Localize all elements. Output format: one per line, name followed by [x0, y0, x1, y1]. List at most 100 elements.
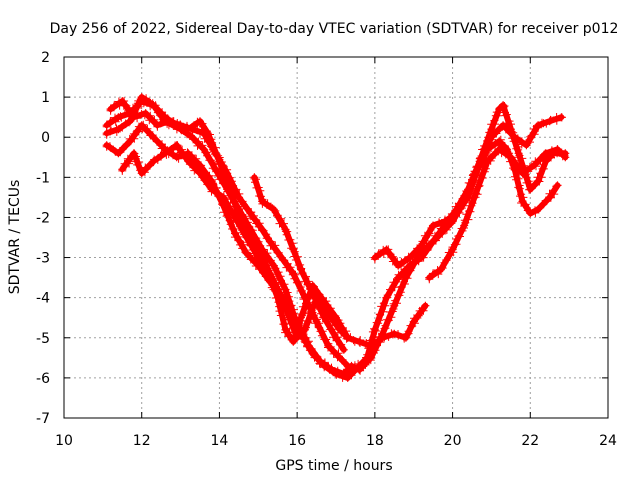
x-tick-label: 24	[599, 433, 617, 449]
data-marker	[198, 144, 207, 153]
data-point	[129, 113, 138, 122]
data-point	[164, 117, 173, 126]
series-markers-track-7	[370, 113, 566, 271]
data-marker	[379, 307, 388, 316]
data-point	[394, 273, 403, 282]
data-point	[534, 177, 543, 186]
data-point	[421, 301, 430, 310]
data-marker	[400, 334, 409, 343]
data-point	[425, 273, 434, 282]
data-marker	[274, 268, 283, 277]
data-marker	[371, 346, 380, 355]
data-marker	[162, 116, 171, 125]
data-marker	[245, 226, 254, 235]
data-marker	[227, 177, 236, 186]
y-tick-label: -3	[36, 251, 50, 267]
data-marker	[241, 248, 250, 257]
data-marker	[537, 173, 546, 182]
data-marker	[370, 324, 379, 333]
data-marker	[298, 269, 307, 278]
data-point	[137, 93, 146, 102]
data-marker	[228, 225, 237, 233]
data-marker	[246, 255, 255, 264]
data-point	[199, 129, 208, 138]
data-marker	[243, 218, 252, 227]
data-point	[246, 209, 255, 218]
data-point	[499, 101, 508, 110]
data-marker	[222, 199, 231, 208]
data-point	[343, 361, 352, 370]
data-marker	[235, 236, 244, 245]
series-trace-track-5	[107, 98, 351, 369]
data-marker	[251, 245, 260, 254]
data-marker	[386, 285, 394, 294]
data-point	[196, 117, 204, 126]
data-marker	[234, 232, 243, 241]
data-point	[339, 345, 348, 354]
data-marker	[303, 280, 312, 289]
data-point	[370, 325, 379, 334]
data-point	[436, 265, 445, 274]
data-point	[281, 225, 290, 234]
data-marker	[543, 150, 552, 159]
data-marker	[222, 212, 231, 221]
data-marker	[133, 160, 142, 169]
data-marker	[203, 151, 212, 160]
data-marker	[429, 269, 437, 278]
data-marker	[552, 182, 561, 191]
data-marker	[292, 325, 301, 334]
data-marker	[318, 327, 327, 336]
data-marker	[530, 181, 539, 189]
data-marker	[396, 288, 405, 297]
data-marker	[205, 171, 214, 180]
data-marker	[142, 96, 151, 105]
data-marker	[203, 180, 212, 189]
data-point	[534, 205, 543, 214]
data-point	[495, 145, 504, 154]
data-marker	[275, 307, 284, 316]
data-point	[530, 161, 539, 170]
data-marker	[434, 270, 443, 279]
data-marker	[337, 340, 346, 349]
data-marker	[125, 118, 134, 127]
data-point	[332, 333, 340, 342]
data-marker	[156, 151, 165, 160]
data-marker	[476, 173, 485, 182]
data-marker	[483, 143, 492, 152]
data-marker	[274, 298, 283, 307]
data-point	[320, 297, 329, 306]
data-marker	[277, 302, 286, 311]
series-markers-track-4	[118, 141, 352, 346]
data-marker	[491, 120, 499, 129]
data-marker	[312, 352, 321, 360]
data-point	[118, 165, 127, 174]
data-marker	[336, 319, 345, 328]
data-point	[475, 157, 484, 166]
data-marker	[502, 110, 511, 119]
data-marker	[189, 134, 198, 143]
data-marker	[383, 315, 392, 324]
data-point	[324, 341, 333, 350]
data-marker	[256, 186, 265, 195]
data-marker	[516, 192, 524, 201]
data-point	[378, 333, 387, 342]
data-marker	[379, 299, 388, 308]
data-point	[440, 217, 449, 226]
data-point	[409, 317, 418, 326]
data-point	[231, 213, 239, 222]
data-marker	[560, 151, 569, 160]
data-point	[561, 153, 570, 162]
data-marker	[106, 117, 115, 125]
data-point	[553, 145, 562, 154]
data-point	[545, 193, 554, 202]
data-marker	[288, 239, 297, 248]
data-marker	[233, 202, 242, 211]
data-marker	[107, 126, 116, 135]
data-point	[557, 113, 566, 122]
data-marker	[404, 327, 413, 336]
data-marker	[468, 198, 477, 207]
data-point	[534, 121, 543, 130]
data-marker	[237, 226, 246, 235]
data-marker	[123, 154, 132, 163]
